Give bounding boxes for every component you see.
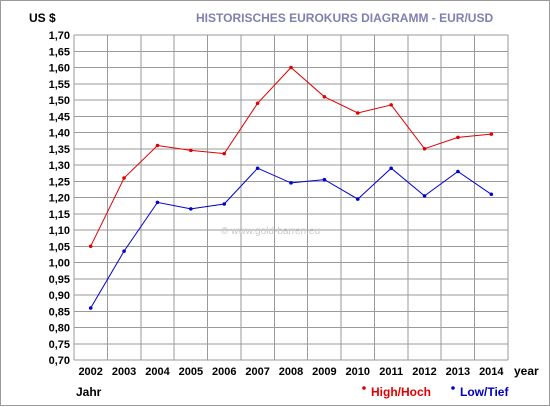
y-tick-label: 0,95: [49, 274, 70, 286]
chart-title: HISTORISCHES EUROKURS DIAGRAMM - EUR/USD: [196, 11, 493, 25]
y-tick-label: 1,55: [49, 79, 70, 91]
data-point-high: [88, 244, 93, 249]
data-point-low: [222, 202, 227, 206]
data-point-high: [456, 135, 460, 140]
series: [88, 65, 494, 310]
data-point-low: [155, 200, 160, 205]
data-point-high: [422, 146, 427, 151]
legend-marker-high: [362, 386, 366, 390]
x-tick-labels: 2002 2003 2004 2005 2006 2007 2008 2009 2010 2011…: [78, 366, 504, 378]
data-point-high: [489, 132, 494, 136]
y-tick-label: 1,40: [49, 128, 70, 140]
legend-label-high: High/Hoch: [371, 385, 431, 399]
data-point-low: [389, 166, 393, 171]
data-point-low: [355, 197, 360, 201]
data-point-low: [189, 207, 193, 211]
x-tick-label: 2003: [112, 366, 136, 378]
x-tick-label: 2006: [212, 366, 236, 378]
x-tick-label: 2010: [346, 366, 370, 378]
y-tick-label: 1,00: [49, 258, 70, 270]
data-point-high: [122, 176, 126, 180]
data-point-high: [289, 65, 293, 70]
data-point-low: [489, 192, 494, 197]
y-tick-label: 1,60: [49, 63, 70, 75]
legend: High/Hoch Low/Tief: [362, 385, 509, 399]
x-tick-label: 2009: [312, 366, 336, 378]
y-tick-label: 1,45: [49, 111, 70, 123]
x-axis-label-jahr: Jahr: [76, 385, 102, 399]
grid: [73, 34, 509, 361]
y-tick-label: 1,65: [49, 46, 70, 58]
x-tick-label: 2002: [78, 366, 102, 378]
legend-label-low: Low/Tief: [460, 385, 509, 399]
data-point-low: [88, 306, 93, 310]
x-tick-label: 2005: [179, 366, 203, 378]
x-axis-label-year: year: [514, 364, 539, 378]
y-tick-label: 1,30: [49, 160, 70, 172]
data-point-low: [255, 166, 260, 171]
y-tick-label: 1,10: [49, 225, 70, 237]
data-point-high: [355, 111, 360, 115]
x-tick-label: 2008: [279, 366, 303, 378]
y-axis-label: US $: [29, 11, 56, 25]
data-point-high: [155, 143, 160, 148]
x-tick-label: 2011: [379, 366, 403, 378]
y-tick-labels: 0,70 0,75 0,80 0,85 0,90 0,95 1,00 1,05 1,10 1,15…: [49, 30, 70, 367]
series-line-high: [90, 66, 492, 247]
data-point-low: [422, 194, 427, 198]
y-tick-label: 1,05: [49, 241, 70, 253]
y-tick-label: 0,85: [49, 306, 70, 318]
legend-marker-low: [451, 386, 455, 390]
y-tick-label: 1,35: [49, 144, 70, 156]
y-tick-label: 1,50: [49, 95, 70, 107]
y-tick-label: 0,90: [49, 290, 70, 302]
data-point-high: [189, 148, 193, 153]
data-point-low: [456, 169, 460, 174]
data-point-high: [389, 103, 393, 107]
y-tick-label: 1,15: [49, 209, 70, 221]
x-tick-label: 2012: [412, 366, 436, 378]
data-point-low: [322, 177, 327, 182]
x-tick-label: 2007: [245, 366, 269, 378]
x-tick-label: 2004: [145, 366, 170, 378]
series-line-low: [90, 167, 492, 309]
data-point-low: [122, 249, 126, 253]
x-tick-label: 2013: [446, 366, 470, 378]
y-tick-label: 1,70: [49, 30, 70, 42]
y-tick-label: 0,70: [49, 355, 70, 367]
y-tick-label: 0,80: [49, 323, 70, 335]
y-tick-label: 1,20: [49, 193, 70, 205]
y-tick-label: 1,25: [49, 176, 70, 188]
x-tick-label: 2014: [479, 366, 504, 378]
data-point-high: [222, 151, 227, 156]
data-point-high: [322, 94, 327, 99]
data-point-high: [255, 101, 260, 106]
watermark: © www.gold-barren.eu: [221, 226, 320, 237]
y-tick-label: 0,75: [49, 339, 70, 351]
data-point-low: [289, 181, 293, 185]
